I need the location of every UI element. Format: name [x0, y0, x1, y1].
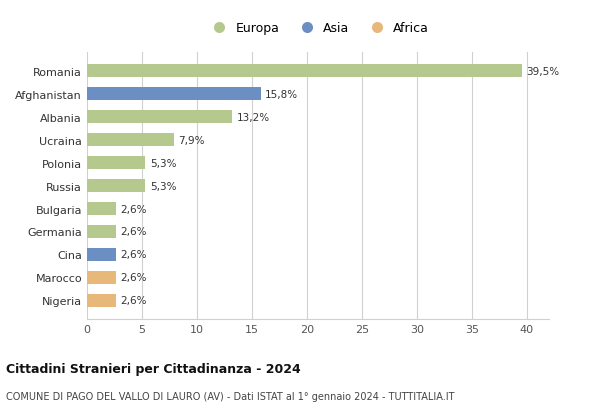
- Text: 39,5%: 39,5%: [526, 67, 559, 76]
- Bar: [87, 157, 145, 169]
- Text: 2,6%: 2,6%: [120, 227, 146, 237]
- Text: 7,9%: 7,9%: [178, 135, 205, 145]
- Bar: [87, 88, 261, 101]
- Bar: [87, 294, 116, 307]
- Bar: [87, 226, 116, 238]
- Text: 13,2%: 13,2%: [236, 112, 270, 122]
- Bar: [87, 272, 116, 284]
- Text: 2,6%: 2,6%: [120, 273, 146, 283]
- Text: COMUNE DI PAGO DEL VALLO DI LAURO (AV) - Dati ISTAT al 1° gennaio 2024 - TUTTITA: COMUNE DI PAGO DEL VALLO DI LAURO (AV) -…: [6, 391, 455, 400]
- Text: 2,6%: 2,6%: [120, 250, 146, 260]
- Bar: [87, 180, 145, 192]
- Text: 5,3%: 5,3%: [150, 181, 176, 191]
- Text: 15,8%: 15,8%: [265, 90, 298, 99]
- Bar: [87, 203, 116, 215]
- Bar: [87, 65, 521, 78]
- Text: 5,3%: 5,3%: [150, 158, 176, 168]
- Bar: [87, 111, 232, 124]
- Text: 2,6%: 2,6%: [120, 204, 146, 214]
- Bar: [87, 134, 174, 146]
- Text: Cittadini Stranieri per Cittadinanza - 2024: Cittadini Stranieri per Cittadinanza - 2…: [6, 362, 301, 375]
- Legend: Europa, Asia, Africa: Europa, Asia, Africa: [202, 17, 434, 40]
- Bar: [87, 249, 116, 261]
- Text: 2,6%: 2,6%: [120, 296, 146, 306]
